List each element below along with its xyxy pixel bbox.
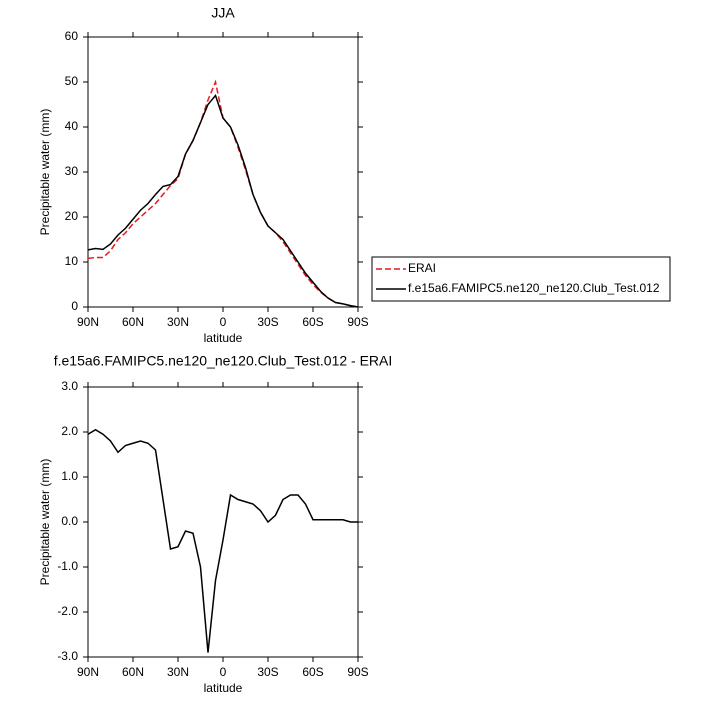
chart-title: f.e15a6.FAMIPC5.ne120_ne120.Club_Test.01…: [54, 353, 393, 369]
x-axis-label: latitude: [204, 331, 243, 345]
y-tick-label: 0.0: [61, 514, 78, 528]
x-tick-label: 0: [220, 665, 227, 679]
x-axis-label: latitude: [204, 681, 243, 695]
x-tick-label: 30N: [167, 315, 189, 329]
chart-title: JJA: [211, 5, 235, 21]
plot-frame: [87, 36, 359, 308]
y-tick-label: -3.0: [57, 649, 78, 663]
x-tick-label: 90S: [347, 315, 368, 329]
y-tick-label: 1.0: [61, 469, 78, 483]
y-tick-label: 40: [65, 119, 79, 133]
x-tick-label: 90S: [347, 665, 368, 679]
x-tick-label: 30N: [167, 665, 189, 679]
x-tick-label: 30S: [257, 665, 278, 679]
y-tick-label: 2.0: [61, 424, 78, 438]
x-tick-label: 60S: [302, 665, 323, 679]
series-line: [87, 93, 359, 308]
x-tick-label: 60N: [122, 665, 144, 679]
x-tick-label: 90N: [77, 315, 99, 329]
x-tick-label: 0: [220, 315, 227, 329]
y-tick-label: 0: [71, 299, 78, 313]
y-tick-label: 60: [65, 29, 79, 43]
legend-label: f.e15a6.FAMIPC5.ne120_ne120.Club_Test.01…: [408, 281, 660, 295]
y-axis-label: Precipitable water (mm): [38, 459, 52, 586]
plot-frame: [87, 386, 359, 658]
y-tick-label: 50: [65, 74, 79, 88]
y-tick-label: 3.0: [61, 379, 78, 393]
y-tick-label: 20: [65, 209, 79, 223]
series-line: [87, 428, 358, 653]
x-tick-label: 30S: [257, 315, 278, 329]
legend-label: ERAI: [408, 261, 436, 275]
x-tick-label: 90N: [77, 665, 99, 679]
y-tick-label: 10: [65, 254, 79, 268]
y-tick-label: -2.0: [57, 604, 78, 618]
y-axis-label: Precipitable water (mm): [38, 109, 52, 236]
x-tick-label: 60N: [122, 315, 144, 329]
y-tick-label: -1.0: [57, 559, 78, 573]
y-tick-label: 30: [65, 164, 79, 178]
x-tick-label: 60S: [302, 315, 323, 329]
legend-box: [371, 256, 671, 302]
